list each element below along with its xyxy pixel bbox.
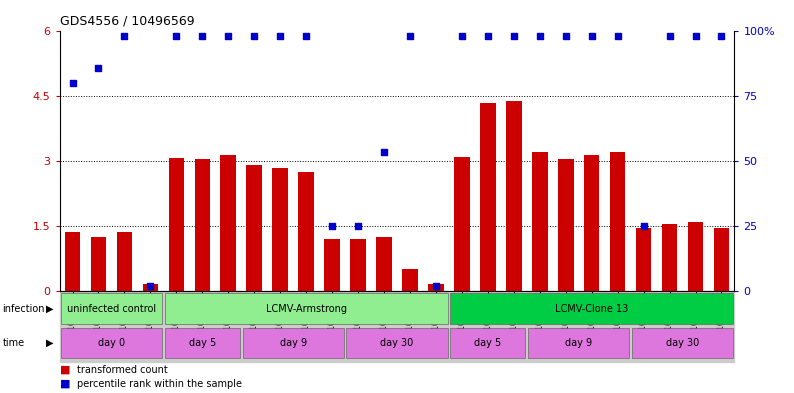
Bar — [714, 228, 729, 291]
Point — [144, 283, 156, 290]
Bar — [480, 103, 495, 291]
Bar — [636, 228, 651, 291]
Bar — [242, 328, 344, 358]
Bar — [164, 294, 448, 323]
Text: time: time — [2, 338, 25, 348]
Point — [222, 33, 235, 39]
Text: ▶: ▶ — [46, 338, 53, 348]
Point — [326, 223, 338, 229]
Text: day 9: day 9 — [565, 338, 592, 348]
Text: day 5: day 5 — [189, 338, 216, 348]
Bar — [532, 152, 548, 291]
Bar — [168, 158, 184, 291]
Bar — [528, 328, 630, 358]
Bar — [350, 239, 366, 291]
Point — [274, 33, 287, 39]
Point — [456, 33, 468, 39]
Bar — [246, 165, 262, 291]
Bar — [688, 222, 703, 291]
Text: day 30: day 30 — [666, 338, 700, 348]
Bar — [61, 294, 162, 323]
Point — [507, 33, 520, 39]
Bar — [299, 172, 314, 291]
Text: day 30: day 30 — [380, 338, 414, 348]
Point — [534, 33, 546, 39]
Bar — [376, 237, 391, 291]
Bar — [450, 328, 526, 358]
Text: LCMV-Armstrong: LCMV-Armstrong — [266, 303, 347, 314]
Point — [378, 149, 391, 156]
Bar — [632, 328, 733, 358]
Point — [403, 33, 416, 39]
Bar — [195, 159, 210, 291]
Point — [585, 33, 598, 39]
Text: transformed count: transformed count — [77, 365, 168, 375]
Point — [689, 33, 702, 39]
Point — [92, 65, 105, 71]
Bar — [506, 101, 522, 291]
Bar — [272, 167, 288, 291]
Bar — [324, 239, 340, 291]
Text: day 9: day 9 — [279, 338, 306, 348]
Bar — [661, 224, 677, 291]
Text: percentile rank within the sample: percentile rank within the sample — [77, 378, 242, 389]
Point — [170, 33, 183, 39]
Bar — [450, 294, 733, 323]
Bar — [91, 237, 106, 291]
Bar — [221, 154, 236, 291]
Bar — [164, 328, 240, 358]
Text: day 5: day 5 — [474, 338, 502, 348]
Point — [430, 283, 442, 290]
Text: LCMV-Clone 13: LCMV-Clone 13 — [555, 303, 628, 314]
Bar — [558, 159, 573, 291]
Point — [118, 33, 131, 39]
Point — [196, 33, 209, 39]
Text: uninfected control: uninfected control — [67, 303, 156, 314]
Text: day 0: day 0 — [98, 338, 125, 348]
Point — [715, 33, 728, 39]
Bar — [65, 232, 80, 291]
Point — [638, 223, 650, 229]
Text: GDS4556 / 10496569: GDS4556 / 10496569 — [60, 15, 195, 28]
Bar — [117, 232, 133, 291]
Bar — [61, 328, 162, 358]
Bar — [346, 328, 448, 358]
Text: ■: ■ — [60, 378, 70, 389]
Point — [66, 80, 79, 86]
Point — [663, 33, 676, 39]
Bar — [143, 284, 158, 291]
Bar — [610, 152, 626, 291]
Point — [611, 33, 624, 39]
Bar — [454, 157, 470, 291]
Text: infection: infection — [2, 303, 45, 314]
Bar — [428, 284, 444, 291]
Text: ■: ■ — [60, 365, 70, 375]
Bar — [403, 269, 418, 291]
Point — [352, 223, 364, 229]
Point — [300, 33, 313, 39]
Point — [560, 33, 572, 39]
Text: ▶: ▶ — [46, 303, 53, 314]
Point — [248, 33, 260, 39]
Point — [481, 33, 494, 39]
Bar — [584, 154, 599, 291]
